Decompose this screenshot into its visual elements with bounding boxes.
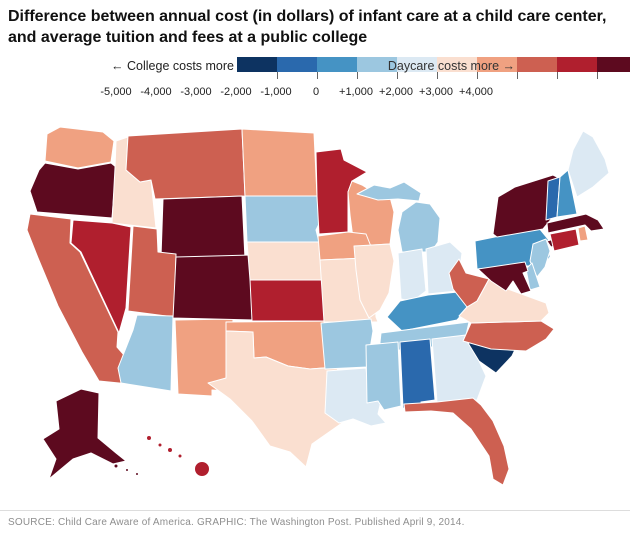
state-new-jersey[interactable] bbox=[529, 238, 551, 278]
state-maine[interactable] bbox=[567, 130, 610, 198]
state-michigan[interactable] bbox=[356, 181, 441, 253]
state-north-dakota[interactable] bbox=[241, 128, 318, 197]
scale-label: 0 bbox=[312, 86, 320, 98]
state-connecticut[interactable] bbox=[549, 228, 580, 252]
state-alabama[interactable] bbox=[399, 338, 436, 412]
scale-label: -1,000 bbox=[260, 86, 292, 98]
state-indiana[interactable] bbox=[397, 248, 427, 302]
state-alaska[interactable] bbox=[42, 388, 139, 480]
legend-tick bbox=[317, 72, 318, 79]
state-hawaii[interactable] bbox=[146, 435, 210, 477]
legend-tick bbox=[557, 72, 558, 79]
legend-tick bbox=[597, 72, 598, 79]
legend-tick bbox=[277, 72, 278, 79]
state-north-carolina[interactable] bbox=[462, 320, 555, 352]
legend-segment bbox=[357, 57, 397, 72]
legend-segment bbox=[277, 57, 317, 72]
legend-tick bbox=[357, 72, 358, 79]
scale-label: -5,000 bbox=[100, 86, 132, 98]
state-rhode-island[interactable] bbox=[577, 225, 589, 242]
state-west-virginia[interactable] bbox=[448, 258, 490, 308]
source-credit-line: SOURCE: Child Care Aware of America. GRA… bbox=[8, 517, 465, 528]
legend-right-label: Daycare costs more → bbox=[387, 59, 515, 73]
legend-left-label: ← College costs more bbox=[111, 59, 234, 73]
state-delaware[interactable] bbox=[525, 262, 541, 291]
legend-segment bbox=[597, 57, 630, 72]
state-florida[interactable] bbox=[403, 397, 510, 486]
legend-tick bbox=[437, 72, 438, 79]
state-arizona[interactable] bbox=[117, 314, 174, 392]
legend-segment bbox=[237, 57, 277, 72]
legend-scale-labels: -5,000 -4,000 -3,000 -2,000 -1,000 0 +1,000 +2,… bbox=[0, 86, 630, 100]
scale-label: -4,000 bbox=[140, 86, 172, 98]
legend-tick bbox=[477, 72, 478, 79]
scale-label: +2,000 bbox=[379, 86, 413, 98]
scale-label: +4,000 bbox=[459, 86, 493, 98]
state-illinois[interactable] bbox=[353, 243, 395, 319]
state-south-dakota[interactable] bbox=[244, 195, 320, 243]
state-oregon[interactable] bbox=[29, 162, 117, 219]
state-arkansas[interactable] bbox=[320, 318, 374, 370]
scale-label: -3,000 bbox=[180, 86, 212, 98]
legend bbox=[237, 57, 630, 81]
legend-segment bbox=[437, 57, 477, 72]
legend-color-bar bbox=[237, 57, 630, 72]
legend-tick bbox=[397, 72, 398, 79]
state-washington[interactable] bbox=[44, 126, 115, 169]
legend-segment bbox=[557, 57, 597, 72]
chart-title: Difference between annual cost (in dolla… bbox=[8, 8, 607, 46]
state-wyoming[interactable] bbox=[160, 195, 246, 260]
state-maryland[interactable] bbox=[477, 261, 532, 295]
legend-segment bbox=[397, 57, 437, 72]
scale-label: -2,000 bbox=[220, 86, 252, 98]
state-massachusetts[interactable] bbox=[546, 213, 605, 234]
legend-segment bbox=[517, 57, 557, 72]
state-nevada[interactable] bbox=[70, 219, 132, 334]
legend-tick bbox=[517, 72, 518, 79]
state-colorado[interactable] bbox=[172, 254, 255, 321]
legend-segment bbox=[477, 57, 517, 72]
legend-segment bbox=[317, 57, 357, 72]
state-utah[interactable] bbox=[127, 225, 177, 318]
state-mississippi[interactable] bbox=[365, 341, 402, 411]
scale-label: +3,000 bbox=[419, 86, 453, 98]
footer-divider bbox=[0, 510, 630, 511]
state-texas[interactable] bbox=[207, 330, 353, 468]
state-new-hampshire[interactable] bbox=[556, 169, 578, 218]
scale-label: +1,000 bbox=[339, 86, 373, 98]
